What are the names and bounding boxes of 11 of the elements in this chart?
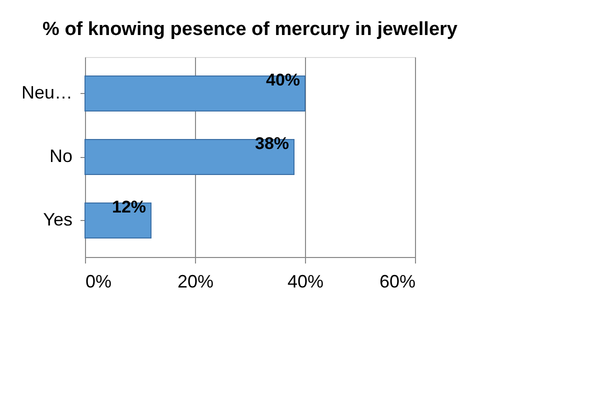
y-tick-label: Neu… [21, 82, 72, 103]
data-label: 40% [266, 70, 300, 90]
data-label: 12% [112, 197, 146, 216]
x-tick-label: 0% [86, 272, 112, 292]
x-tick-label: 20% [177, 272, 214, 292]
data-label: 38% [254, 134, 290, 153]
chart-title: % of knowing pesence of mercury in jewellery [42, 19, 458, 40]
x-tick-label: 40% [287, 272, 324, 292]
y-tick-label: No [49, 146, 72, 166]
x-tick-label: 60% [379, 272, 416, 292]
y-tick-label: Yes [43, 209, 72, 230]
